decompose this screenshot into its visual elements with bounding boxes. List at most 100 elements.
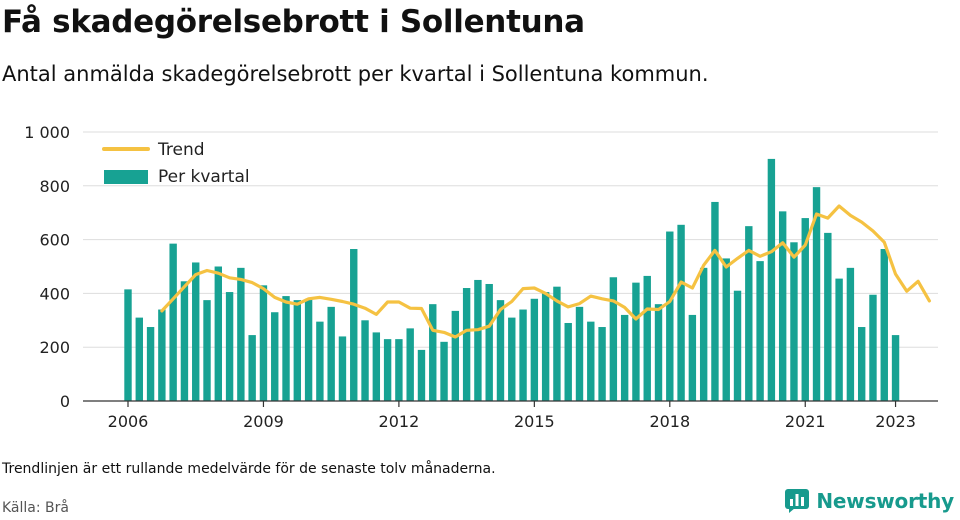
bar xyxy=(677,224,685,401)
bar xyxy=(440,341,448,401)
bar xyxy=(598,327,606,401)
bar xyxy=(214,266,222,401)
bar xyxy=(135,317,143,401)
y-axis-ticks: 0 200 400 600 800 1 000 xyxy=(24,123,70,411)
bar xyxy=(880,249,888,401)
bar xyxy=(812,187,821,401)
bar xyxy=(124,289,132,401)
bar xyxy=(316,321,324,401)
brand-name: Newsworthy xyxy=(816,489,954,513)
legend-bars-swatch xyxy=(104,170,148,184)
bar xyxy=(835,278,843,401)
bar xyxy=(451,310,460,401)
bar xyxy=(237,267,245,401)
bar xyxy=(564,322,572,401)
bar xyxy=(790,242,798,401)
bar xyxy=(756,261,764,401)
legend: Trend Per kvartal xyxy=(102,140,250,187)
bar xyxy=(225,292,234,401)
trend-line xyxy=(160,204,932,339)
x-tick-label: 2012 xyxy=(379,412,420,431)
bar xyxy=(508,317,516,401)
bar xyxy=(541,292,550,401)
bar xyxy=(462,288,471,401)
bar xyxy=(891,335,900,401)
bar xyxy=(643,275,651,401)
bar xyxy=(620,314,629,401)
bar xyxy=(767,158,776,401)
bar xyxy=(733,290,742,401)
bar xyxy=(293,300,302,401)
bar xyxy=(745,226,753,401)
bar xyxy=(666,231,674,401)
x-tick-label: 2021 xyxy=(785,412,826,431)
bar xyxy=(846,267,855,401)
bar xyxy=(609,277,618,401)
x-axis-ticks: 2006 2009 2012 2015 2018 2021 2023 xyxy=(108,401,916,431)
bar xyxy=(530,298,539,401)
legend-bars-label: Per kvartal xyxy=(158,167,250,187)
gridlines xyxy=(83,131,938,348)
bar xyxy=(857,327,866,401)
y-tick-label: 200 xyxy=(39,338,70,357)
y-tick-label: 800 xyxy=(39,177,70,196)
bar xyxy=(699,267,708,401)
bar xyxy=(869,294,877,401)
bar xyxy=(711,201,719,401)
bar xyxy=(722,258,730,401)
bar xyxy=(417,349,426,401)
bar xyxy=(406,328,414,401)
x-tick-label: 2006 xyxy=(108,412,149,431)
bar xyxy=(271,312,279,401)
bar xyxy=(248,335,256,401)
y-tick-label: 1 000 xyxy=(24,123,70,142)
bar xyxy=(395,339,403,401)
x-tick-label: 2009 xyxy=(243,412,284,431)
y-tick-label: 600 xyxy=(39,231,70,250)
bar xyxy=(180,281,189,401)
bar xyxy=(158,309,166,401)
bar xyxy=(282,296,290,401)
bar-chart-speech-icon xyxy=(785,489,810,513)
y-tick-label: 400 xyxy=(39,284,70,303)
chart-title: Få skadegörelsebrott i Sollentuna xyxy=(2,4,585,40)
bars-per-kvartal xyxy=(124,158,900,401)
bar xyxy=(575,306,584,401)
bar xyxy=(146,327,155,401)
bar xyxy=(474,279,482,401)
bar xyxy=(169,243,177,401)
bar xyxy=(654,304,663,401)
bar xyxy=(688,314,697,401)
x-tick-label: 2018 xyxy=(649,412,690,431)
bar xyxy=(485,283,493,401)
bar xyxy=(203,300,211,401)
source-credit: Källa: Brå xyxy=(2,500,69,516)
bar xyxy=(259,285,268,401)
chart-subtitle: Antal anmälda skadegörelsebrott per kvar… xyxy=(2,62,709,86)
bar xyxy=(553,286,561,401)
bar xyxy=(632,282,640,401)
bar xyxy=(778,211,787,401)
legend-trend-label: Trend xyxy=(157,140,205,160)
x-tick-label: 2015 xyxy=(514,412,555,431)
bar xyxy=(496,300,505,401)
trend-line-layer xyxy=(160,204,932,339)
bar xyxy=(801,218,809,401)
bar xyxy=(327,306,335,401)
bar xyxy=(383,339,392,401)
bar xyxy=(192,262,200,401)
y-tick-label: 0 xyxy=(60,392,70,411)
footnote: Trendlinjen är ett rullande medelvärde f… xyxy=(2,461,496,477)
bar xyxy=(372,332,381,401)
bar xyxy=(304,298,313,401)
bar xyxy=(361,320,369,401)
bar xyxy=(824,232,832,401)
bar xyxy=(338,336,347,401)
bar xyxy=(429,304,437,401)
bar xyxy=(350,249,358,401)
x-tick-label: 2023 xyxy=(875,412,916,431)
brand-logo: Newsworthy xyxy=(784,488,954,514)
bar xyxy=(519,309,527,401)
bar xyxy=(587,321,595,401)
